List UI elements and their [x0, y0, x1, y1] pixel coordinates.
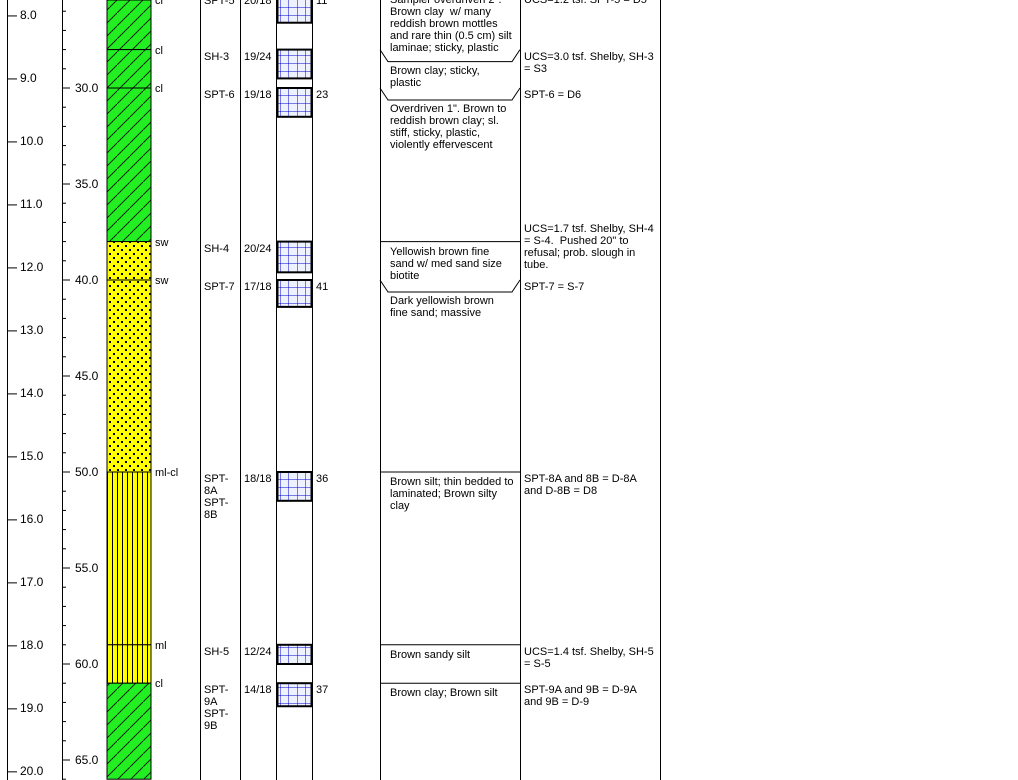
column-divider: [380, 0, 381, 780]
meter-label: 10.0: [20, 133, 44, 148]
soil-symbol: cl: [155, 0, 163, 7]
feet-label: 40.0: [75, 273, 99, 287]
soil-description: Sampler overdriven 2". Brown clay w/ man…: [390, 0, 512, 54]
sample-id: SPT- 9A SPT- 9B: [204, 684, 229, 733]
blow-count: 41: [316, 281, 329, 293]
sample-id: SPT-7: [204, 281, 235, 293]
sample-interval-box: [276, 87, 313, 118]
feet-label: 55.0: [75, 561, 99, 575]
soil-description: Brown clay; Brown silt: [390, 687, 498, 700]
sample-interval-box: [276, 643, 313, 665]
sample-remark: SPT-9A and 9B = D-9A and 9B = D-9: [524, 684, 637, 709]
sample-recovery: 17/18: [244, 281, 272, 293]
soil-description: Overdriven 1". Brown to reddish brown cl…: [390, 103, 507, 151]
sample-recovery: 20/24: [244, 242, 272, 255]
soil-symbol: cl: [155, 44, 163, 57]
sample-id: SH-4: [204, 242, 230, 255]
lithology-layer-sw: [106, 279, 152, 473]
soil-symbol: ml: [155, 639, 167, 652]
meter-label: 20.0: [20, 763, 44, 778]
meter-label: 17.0: [20, 574, 44, 589]
feet-label: 30.0: [75, 81, 99, 95]
sample-remark: SPT-8A and 8B = D-8A and D-8B = D8: [524, 473, 637, 497]
meter-label: 14.0: [20, 385, 44, 400]
column-divider: [312, 0, 313, 780]
lithology-layer-cl: [106, 682, 152, 780]
soil-description: Brown clay; sticky, plastic: [390, 64, 480, 89]
feet-label: 60.0: [75, 657, 99, 671]
blow-count: 23: [316, 89, 329, 101]
sample-id: SH-3: [204, 50, 230, 63]
soil-description: Brown sandy silt: [390, 648, 471, 661]
soil-symbol: sw: [155, 275, 169, 287]
meter-label: 19.0: [20, 700, 44, 715]
contact-line-gradual: [379, 87, 521, 101]
sample-remark: UCS=3.0 tsf. Shelby, SH-3 = S3: [524, 50, 654, 75]
soil-symbol: sw: [155, 236, 169, 249]
sample-remark: SPT-6 = D6: [524, 89, 582, 101]
feet-label: 65.0: [75, 753, 99, 767]
sample-id: SPT-5: [204, 0, 235, 7]
sample-recovery: 12/24: [244, 645, 272, 658]
sample-remark: UCS=1.4 tsf. Shelby, SH-5 = S-5: [524, 645, 654, 670]
sample-interval-box: [276, 48, 313, 80]
lithology-layer-sw: [106, 241, 152, 281]
feet-label: 50.0: [75, 465, 99, 479]
sample-remark: UCS=1.2 tsf. SPT-5 = D5: [524, 0, 647, 6]
contact-line-gradual: [379, 49, 521, 63]
column-divider: [240, 0, 241, 780]
soil-symbol: cl: [155, 678, 163, 691]
meter-label: 15.0: [20, 448, 44, 463]
lithology-layer-ml: [106, 644, 152, 684]
column-divider: [660, 0, 661, 780]
sample-interval-box: [276, 279, 313, 308]
contact-line-gradual: [379, 279, 521, 293]
sample-interval-box: [276, 0, 313, 24]
lithology-layer-cl: [106, 49, 152, 89]
meter-label: 16.0: [20, 511, 44, 526]
meter-label: 11.0: [20, 196, 43, 211]
sample-interval-box: [276, 682, 313, 708]
soil-description: Brown silt; thin bedded to laminated; Br…: [390, 476, 514, 512]
sample-recovery: 18/18: [244, 473, 272, 485]
column-divider: [276, 0, 277, 780]
sample-id: SPT- 8A SPT- 8B: [204, 473, 229, 521]
soil-description: Dark yellowish brown fine sand; massive: [390, 295, 494, 319]
meter-label: 9.0: [20, 70, 37, 85]
lithology-layer-ml-cl: [106, 471, 152, 646]
sample-recovery: 20/18: [244, 0, 272, 7]
blow-count: 36: [316, 473, 329, 485]
feet-scale-axis: [62, 0, 63, 780]
meter-label: 18.0: [20, 637, 44, 652]
sample-remark: UCS=1.7 tsf. Shelby, SH-4 = S-4. Pushed …: [524, 223, 654, 272]
sample-interval-box: [276, 471, 313, 502]
soil-symbol: cl: [155, 83, 163, 95]
lithology-layer-cl: [106, 87, 152, 243]
feet-label: 45.0: [75, 369, 99, 383]
sample-recovery: 14/18: [244, 684, 272, 697]
sample-recovery: 19/24: [244, 50, 272, 63]
feet-label: 35.0: [75, 177, 99, 191]
soil-symbol: ml-cl: [155, 467, 179, 479]
sample-interval-box: [276, 240, 313, 274]
meter-label: 13.0: [20, 322, 44, 337]
sample-remark: SPT-7 = S-7: [524, 281, 585, 293]
blow-count: 11: [316, 0, 328, 7]
column-divider: [520, 0, 521, 780]
soil-description: Yellowish brown fine sand w/ med sand si…: [390, 245, 502, 282]
meter-scale-axis: [7, 0, 8, 780]
sample-id: SPT-6: [204, 89, 235, 101]
sample-recovery: 19/18: [244, 89, 272, 101]
meter-label: 8.0: [20, 7, 37, 22]
column-divider: [200, 0, 201, 780]
sample-id: SH-5: [204, 645, 230, 658]
meter-label: 12.0: [20, 259, 44, 274]
blow-count: 37: [316, 684, 329, 697]
lithology-layer-cl: [106, 0, 152, 51]
